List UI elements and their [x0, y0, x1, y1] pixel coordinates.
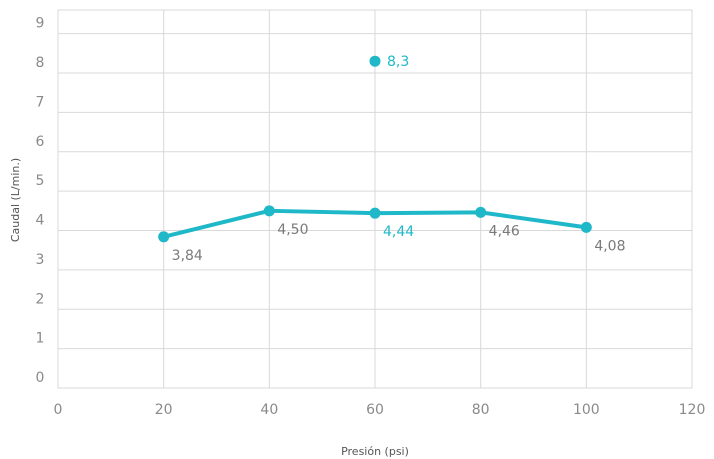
y-axis-title: Caudal (L/min.): [9, 158, 22, 242]
data-point: [369, 55, 381, 67]
y-tick-label: 2: [36, 291, 45, 307]
x-tick-label: 120: [679, 402, 706, 418]
y-tick-label: 9: [36, 16, 45, 32]
x-tick-label: 0: [54, 402, 63, 418]
x-tick-labels: 0 20 40 60 80 100 120: [54, 402, 706, 418]
data-label: 3,84: [172, 248, 203, 264]
grid: [57, 9, 693, 389]
x-tick-label: 40: [260, 402, 278, 418]
y-tick-label: 8: [36, 55, 45, 71]
data-point: [263, 205, 275, 217]
data-point: [580, 221, 592, 233]
data-label: 4,50: [277, 222, 308, 238]
x-tick-label: 60: [366, 402, 384, 418]
data-labels: 3,84 4,50 4,44 4,46 4,08 8,3: [172, 54, 626, 264]
data-point: [369, 207, 381, 219]
series: [158, 55, 592, 243]
x-tick-label: 100: [573, 402, 600, 418]
y-tick-label: 0: [36, 370, 45, 386]
data-label: 4,44: [383, 224, 414, 240]
data-label: 8,3: [387, 54, 409, 70]
y-tick-label: 6: [36, 134, 45, 150]
data-point: [475, 206, 487, 218]
data-point: [158, 231, 170, 243]
x-tick-label: 20: [155, 402, 173, 418]
x-tick-label: 80: [472, 402, 490, 418]
data-label: 4,08: [594, 238, 625, 254]
y-tick-label: 7: [36, 94, 45, 110]
x-axis-title: Presión (psi): [341, 445, 409, 458]
y-tick-label: 5: [36, 173, 45, 189]
y-tick-labels: 0 1 2 3 4 5 6 7 8 9: [36, 16, 45, 386]
y-tick-label: 1: [36, 331, 45, 347]
y-tick-label: 4: [36, 213, 45, 229]
y-tick-label: 3: [36, 252, 45, 268]
data-label: 4,46: [489, 223, 520, 239]
